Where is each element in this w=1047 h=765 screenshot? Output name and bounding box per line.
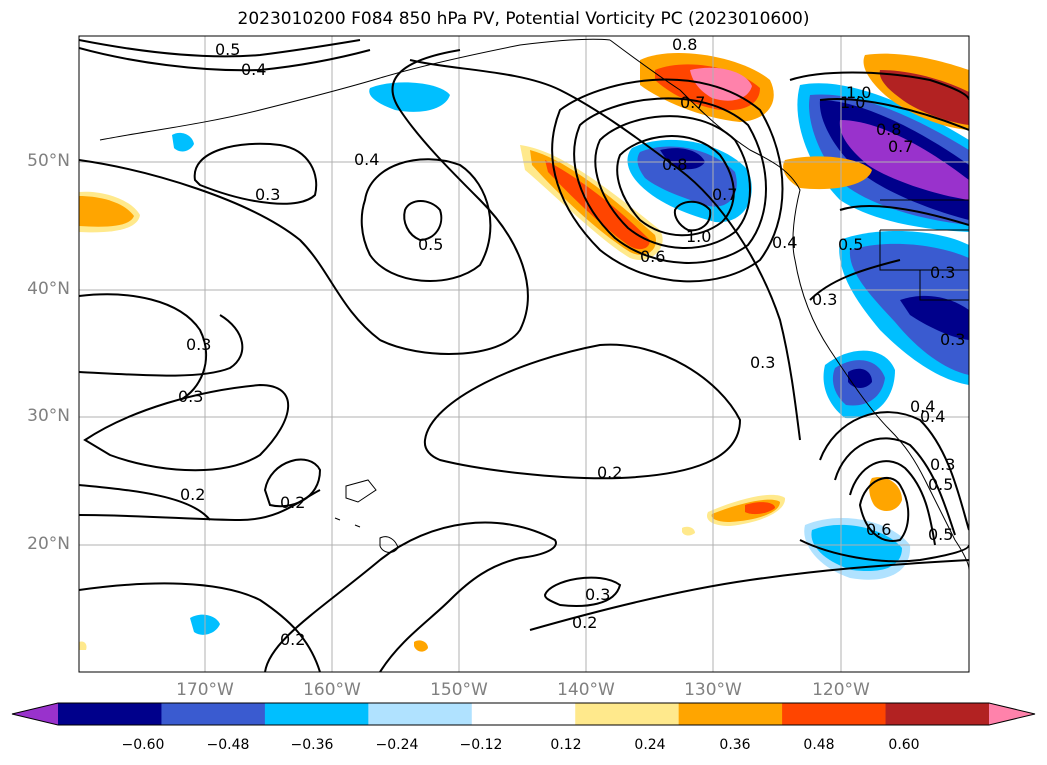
pv-shading: [79, 52, 969, 652]
lat-label: 30°N: [27, 406, 70, 426]
contour-label: 0.5: [418, 235, 443, 254]
lon-label: 140°W: [557, 680, 615, 700]
colorbar-extend-max: [989, 703, 1035, 725]
contour-label: 0.3: [750, 353, 775, 372]
contour-label: 1.0: [686, 227, 711, 246]
colorbar-tick-label: −0.12: [459, 737, 503, 753]
contour-label: 0.2: [180, 485, 205, 504]
coastlines: [99, 38, 969, 571]
lon-label: 160°W: [303, 680, 361, 700]
pv-contours: [79, 39, 969, 672]
colorbar-extend-min: [12, 703, 58, 725]
map-title: 2023010200 F084 850 hPa PV, Potential Vo…: [237, 9, 810, 29]
contour-label: 0.3: [186, 335, 211, 354]
contour-label: 0.2: [597, 463, 622, 482]
colorbar: [11, 702, 1036, 726]
colorbar-tick-label: −0.60: [121, 737, 165, 753]
contour-labels: 0.5 0.4 0.4 0.3 0.5 0.8 0.7 1.0 0.8 0.7 …: [178, 35, 965, 649]
contour-label: 0.4: [772, 233, 797, 252]
contour-label: 0.4: [354, 150, 379, 169]
contour-label: 0.2: [572, 613, 597, 632]
contour-label: 0.2: [280, 493, 305, 512]
contour-label: 0.8: [672, 35, 697, 54]
colorbar-outline: [11, 702, 1036, 726]
lon-label: 120°W: [812, 680, 870, 700]
contour-label: 0.8: [662, 155, 687, 174]
contour-label: 0.5: [838, 235, 863, 254]
contour-label: 0.7: [712, 185, 737, 204]
colorbar-segment: [782, 703, 887, 725]
contour-label: 0.3: [178, 387, 203, 406]
contour-label: 0.5: [928, 525, 953, 544]
contour-label: 0.5: [928, 475, 953, 494]
contour-label: 1.0: [840, 93, 865, 112]
colorbar-tick-label: 0.36: [719, 737, 751, 753]
lat-label: 50°N: [27, 151, 70, 171]
colorbar-tick-label: 0.60: [888, 737, 920, 753]
lat-label: 40°N: [27, 279, 70, 299]
contour-label: 0.7: [680, 93, 705, 112]
colorbar-segment: [885, 703, 990, 725]
contour-label: 0.5: [215, 40, 240, 59]
contour-label: 0.3: [812, 290, 837, 309]
colorbar-tick-label: 0.12: [550, 737, 582, 753]
colorbar-segment: [161, 703, 266, 725]
contour-label: 0.7: [888, 137, 913, 156]
colorbar-tick-label: 0.24: [634, 737, 666, 753]
colorbar-segment: [58, 703, 162, 725]
colorbar-segment: [678, 703, 783, 725]
contour-label: 0.3: [585, 585, 610, 604]
plot-frame: [78, 35, 970, 673]
contour-label: 0.4: [920, 407, 945, 426]
colorbar-segment: [368, 703, 473, 725]
contour-label: 1.0: [846, 83, 871, 102]
lon-label: 170°W: [176, 680, 234, 700]
contour-label: 0.6: [640, 247, 665, 266]
contour-label: 0.3: [930, 263, 955, 282]
contour-label: 0.2: [280, 630, 305, 649]
contour-label: 0.3: [940, 330, 965, 349]
contour-label: 0.6: [866, 520, 891, 539]
colorbar-segment: [575, 703, 680, 725]
contour-label: 0.4: [910, 397, 935, 416]
lat-label: 20°N: [27, 534, 70, 554]
colorbar-tick-label: −0.24: [375, 737, 419, 753]
colorbar-tick-label: −0.36: [290, 737, 334, 753]
colorbar-tick-label: 0.48: [803, 737, 835, 753]
lon-label: 130°W: [684, 680, 742, 700]
contour-label: 0.3: [255, 185, 280, 204]
contour-label: 0.3: [930, 455, 955, 474]
colorbar-tick-label: −0.48: [206, 737, 250, 753]
contour-label: 0.8: [876, 120, 901, 139]
colorbar-segment: [264, 703, 369, 725]
lon-label: 150°W: [430, 680, 488, 700]
contour-label: 0.4: [241, 60, 266, 79]
graticule: [79, 36, 969, 672]
colorbar-segment: [471, 703, 576, 725]
